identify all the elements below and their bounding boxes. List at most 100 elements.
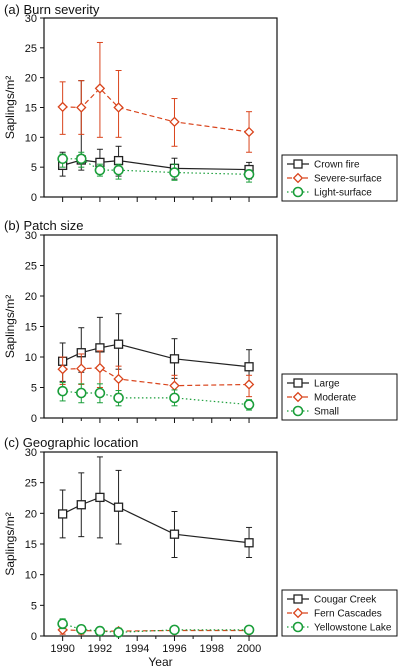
legend-label: Yellowstone Lake bbox=[314, 623, 392, 634]
x-axis-title: Year bbox=[148, 655, 172, 667]
legend-marker bbox=[292, 391, 304, 403]
series-line bbox=[62, 629, 250, 632]
legend-marker bbox=[293, 378, 303, 388]
data-point bbox=[94, 164, 106, 176]
legend-marker bbox=[292, 172, 304, 184]
panel-b-patch-size: (b) Patch size 0 5 10 15 20 25 30 Saplings/m² Lar… bbox=[3, 218, 398, 425]
y-tick-label: 25 bbox=[25, 43, 37, 55]
y-tick-label: 15 bbox=[25, 322, 37, 334]
panel-title: (b) Patch size bbox=[4, 218, 83, 233]
legend-label: Small bbox=[314, 407, 339, 418]
y-tick-label: 25 bbox=[25, 478, 37, 490]
data-point bbox=[113, 502, 124, 512]
data-point bbox=[169, 167, 180, 178]
data-point bbox=[169, 624, 180, 636]
data-point bbox=[95, 492, 105, 503]
y-tick-label: 25 bbox=[25, 261, 37, 273]
data-point bbox=[244, 538, 254, 548]
legend-label: Cougar Creek bbox=[314, 595, 377, 606]
data-point bbox=[94, 625, 106, 637]
legend-label: Large bbox=[314, 379, 340, 390]
series-yellowstone-lake bbox=[57, 618, 255, 638]
data-point bbox=[169, 392, 180, 404]
data-point bbox=[113, 102, 124, 113]
y-tick-label: 10 bbox=[25, 352, 37, 364]
panel-a-burn-severity: (a) Burn severity 0 5 10 15 20 25 30 Saplings/m²… bbox=[3, 2, 398, 204]
legend-marker bbox=[293, 159, 303, 169]
data-point bbox=[57, 509, 68, 519]
data-point bbox=[75, 153, 87, 165]
data-point bbox=[113, 373, 124, 385]
series-line bbox=[62, 159, 250, 171]
y-tick-label: 10 bbox=[25, 132, 37, 144]
data-point bbox=[75, 387, 87, 399]
legend: Crown fire Severe-surface Light-surface bbox=[281, 154, 398, 202]
data-point bbox=[76, 500, 86, 510]
data-point bbox=[243, 624, 255, 636]
data-point bbox=[113, 164, 124, 176]
data-point bbox=[57, 101, 68, 113]
data-point bbox=[75, 623, 87, 635]
series-crown-fire bbox=[57, 80, 254, 180]
plot-frame bbox=[43, 451, 278, 637]
data-point bbox=[113, 155, 124, 166]
data-point bbox=[113, 392, 124, 404]
y-tick-label: 15 bbox=[25, 103, 37, 115]
data-point bbox=[76, 363, 87, 374]
y-tick-label: 0 bbox=[31, 631, 37, 643]
y-tick-label: 20 bbox=[25, 291, 37, 303]
series-line bbox=[62, 390, 250, 406]
y-tick-label: 0 bbox=[31, 413, 37, 425]
data-point bbox=[169, 380, 180, 391]
legend-marker bbox=[292, 607, 304, 619]
legend-label: Fern Cascades bbox=[314, 609, 382, 620]
series-moderate bbox=[57, 350, 255, 398]
panel-title: (a) Burn severity bbox=[4, 2, 100, 17]
data-point bbox=[76, 102, 87, 113]
y-tick-label: 0 bbox=[31, 192, 37, 204]
y-tick-label: 5 bbox=[31, 383, 37, 395]
data-point bbox=[243, 126, 255, 138]
series-line bbox=[62, 496, 250, 544]
data-point bbox=[57, 363, 68, 375]
series-severe-surface bbox=[57, 41, 255, 153]
legend: Large Moderate Small bbox=[281, 373, 398, 421]
data-point bbox=[169, 529, 180, 539]
panel-c-geographic-location: (c) Geographic location 0 5 10 15 20 25 30 1990 1… bbox=[3, 435, 398, 667]
x-tick-label: 1990 bbox=[50, 643, 74, 655]
series-line bbox=[62, 87, 250, 133]
y-tick-label: 20 bbox=[25, 73, 37, 85]
data-point bbox=[113, 627, 124, 638]
series-line bbox=[62, 367, 250, 387]
data-point bbox=[57, 618, 68, 630]
data-point bbox=[94, 362, 106, 374]
legend-marker bbox=[292, 621, 304, 633]
data-point bbox=[243, 379, 255, 390]
series-small bbox=[57, 382, 255, 411]
series-fern-cascades bbox=[57, 624, 255, 637]
data-point bbox=[169, 354, 180, 364]
y-tick-label: 30 bbox=[25, 447, 37, 459]
data-point bbox=[94, 83, 106, 94]
legend: Cougar Creek Fern Cascades Yellowstone Lak… bbox=[281, 589, 398, 637]
legend-label: Crown fire bbox=[314, 160, 360, 171]
series-cougar-creek bbox=[57, 456, 254, 558]
y-tick-label: 30 bbox=[25, 13, 37, 25]
x-tick-label: 2000 bbox=[237, 643, 261, 655]
y-tick-label: 20 bbox=[25, 508, 37, 520]
data-point bbox=[244, 362, 254, 372]
x-tick-label: 1996 bbox=[162, 643, 186, 655]
x-tick-label: 1994 bbox=[125, 643, 149, 655]
y-tick-label: 5 bbox=[31, 600, 37, 612]
y-tick-label: 15 bbox=[25, 539, 37, 551]
legend-label: Light-surface bbox=[314, 188, 372, 199]
data-point bbox=[243, 399, 255, 410]
x-tick-label: 1992 bbox=[88, 643, 112, 655]
data-point bbox=[57, 385, 68, 397]
y-tick-label: 30 bbox=[25, 230, 37, 242]
panel-title: (c) Geographic location bbox=[4, 435, 138, 450]
y-axis-title: Saplings/m² bbox=[3, 76, 17, 139]
data-point bbox=[57, 153, 68, 165]
y-axis-title: Saplings/m² bbox=[3, 295, 17, 358]
